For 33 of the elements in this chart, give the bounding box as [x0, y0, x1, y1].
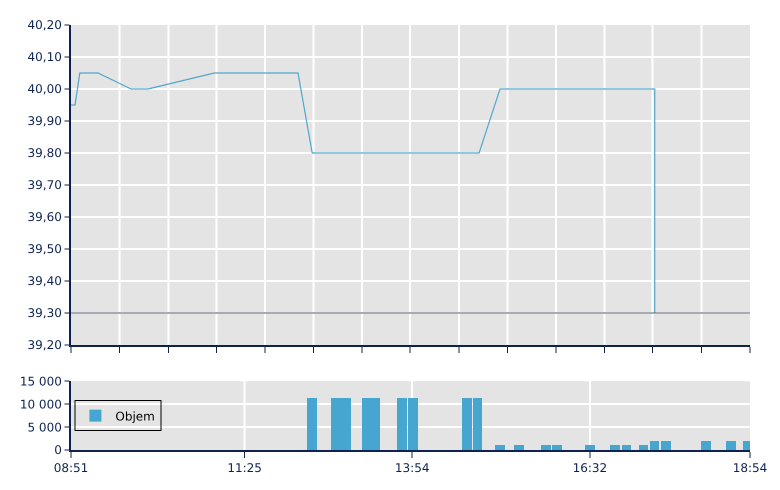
x-tick-label: 13:54: [394, 461, 430, 476]
x-tick-label: 16:32: [572, 461, 608, 476]
y-tick-label: 10 000: [20, 397, 62, 412]
legend-label: Objem: [115, 409, 155, 424]
y-tick-label: 5 000: [27, 420, 62, 434]
y-tick-label: 39,40: [27, 274, 62, 288]
bar: [307, 398, 317, 450]
bar: [622, 445, 631, 450]
y-tick-label: 39,20: [27, 338, 62, 352]
y-tick-label: 15 000: [20, 374, 62, 388]
y-tick-label: 40,10: [27, 50, 62, 64]
y-tick-label: 40,00: [27, 82, 62, 96]
bar: [650, 441, 659, 450]
bar: [495, 445, 505, 450]
y-tick-label: 39,50: [27, 242, 62, 256]
y-tick-label: 0: [54, 443, 62, 458]
y-tick-label: 39,60: [27, 210, 62, 224]
y-tick-label: 40,20: [27, 18, 62, 32]
bar: [585, 445, 595, 450]
bar: [514, 445, 524, 450]
y-tick-label: 39,80: [27, 146, 62, 160]
x-tick-label: 11:25: [227, 461, 262, 476]
bar: [701, 441, 711, 450]
bar: [661, 441, 671, 450]
y-tick-label: 39,90: [27, 114, 62, 128]
y-tick-label: 39,70: [27, 178, 62, 192]
y-tick-label: 39,30: [27, 306, 62, 320]
bar: [639, 445, 648, 450]
bar: [610, 445, 620, 450]
line-series: [71, 72, 656, 314]
bar: [726, 441, 736, 450]
x-tick-label: 08:51: [54, 461, 88, 476]
x-tick-label: 18:54: [732, 461, 768, 476]
